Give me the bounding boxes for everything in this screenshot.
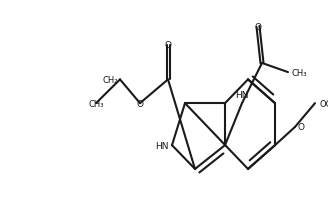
Text: HN: HN [155,141,169,150]
Text: O: O [255,23,261,32]
Text: O: O [136,99,144,108]
Text: O: O [165,41,172,50]
Text: HN: HN [235,91,249,100]
Text: O: O [298,123,305,132]
Text: OCH₃: OCH₃ [319,99,328,108]
Text: CH₃: CH₃ [292,68,308,77]
Text: CH₂: CH₂ [102,76,118,84]
Text: CH₃: CH₃ [88,99,104,108]
